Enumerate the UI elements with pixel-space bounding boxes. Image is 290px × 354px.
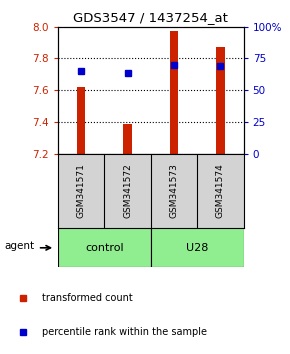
Bar [216, 47, 224, 154]
Text: GSM341573: GSM341573 [169, 163, 179, 218]
Text: agent: agent [5, 241, 35, 251]
Text: transformed count: transformed count [42, 293, 133, 303]
Bar [58, 228, 151, 267]
Bar [124, 124, 132, 154]
Bar [170, 32, 178, 154]
Text: percentile rank within the sample: percentile rank within the sample [42, 327, 207, 337]
Text: control: control [85, 243, 124, 253]
Title: GDS3547 / 1437254_at: GDS3547 / 1437254_at [73, 11, 228, 24]
Text: GSM341571: GSM341571 [77, 163, 86, 218]
Bar [77, 87, 85, 154]
Bar [151, 228, 244, 267]
Text: GSM341572: GSM341572 [123, 163, 132, 218]
Text: GSM341574: GSM341574 [216, 163, 225, 218]
Text: U28: U28 [186, 243, 209, 253]
